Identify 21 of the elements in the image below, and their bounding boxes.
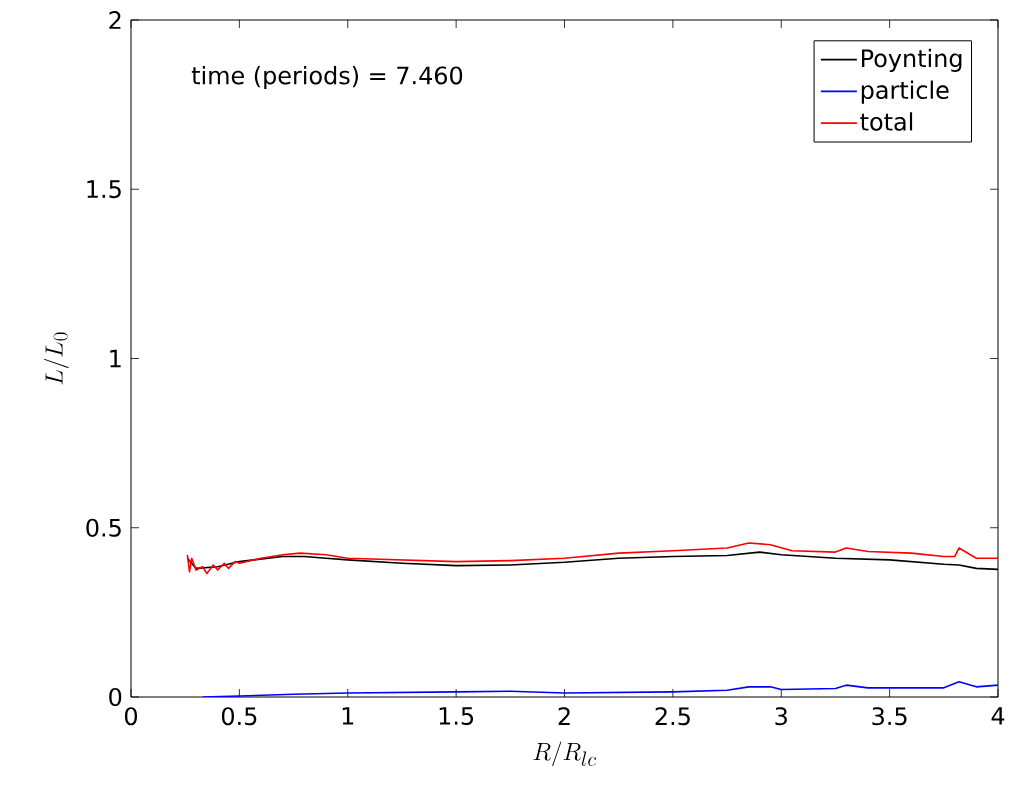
y-tick-label: 1 [110, 349, 121, 368]
line-series [201, 680, 999, 697]
y-axis-title: $L/L_0$ [43, 332, 69, 385]
y-tick-label: 1.5 [87, 180, 121, 199]
y-tick-label: 2 [109, 11, 121, 29]
x-tick-label: 2.5 [655, 707, 690, 726]
x-tick-label: 1.5 [439, 707, 474, 725]
x-tick-label: 3 [775, 707, 787, 726]
legend-label: Poynting [862, 48, 962, 72]
legend-label: particle [861, 80, 949, 104]
y-tick-label: 0.5 [86, 518, 121, 537]
y-tick-label: 0 [109, 687, 122, 707]
x-tick-label: 0 [124, 707, 138, 726]
x-tick-label: 4 [991, 707, 1005, 725]
x-tick-label: 0.5 [221, 707, 257, 726]
x-tick-label: 3.5 [872, 707, 907, 726]
legend-label: total [860, 112, 913, 131]
x-tick-label: 1 [342, 707, 354, 725]
annotation: time (periods) = 7.460 [191, 65, 463, 90]
x-axis-title: $R/R_{lc}$ [533, 741, 597, 767]
x-tick-label: 2 [558, 707, 570, 725]
